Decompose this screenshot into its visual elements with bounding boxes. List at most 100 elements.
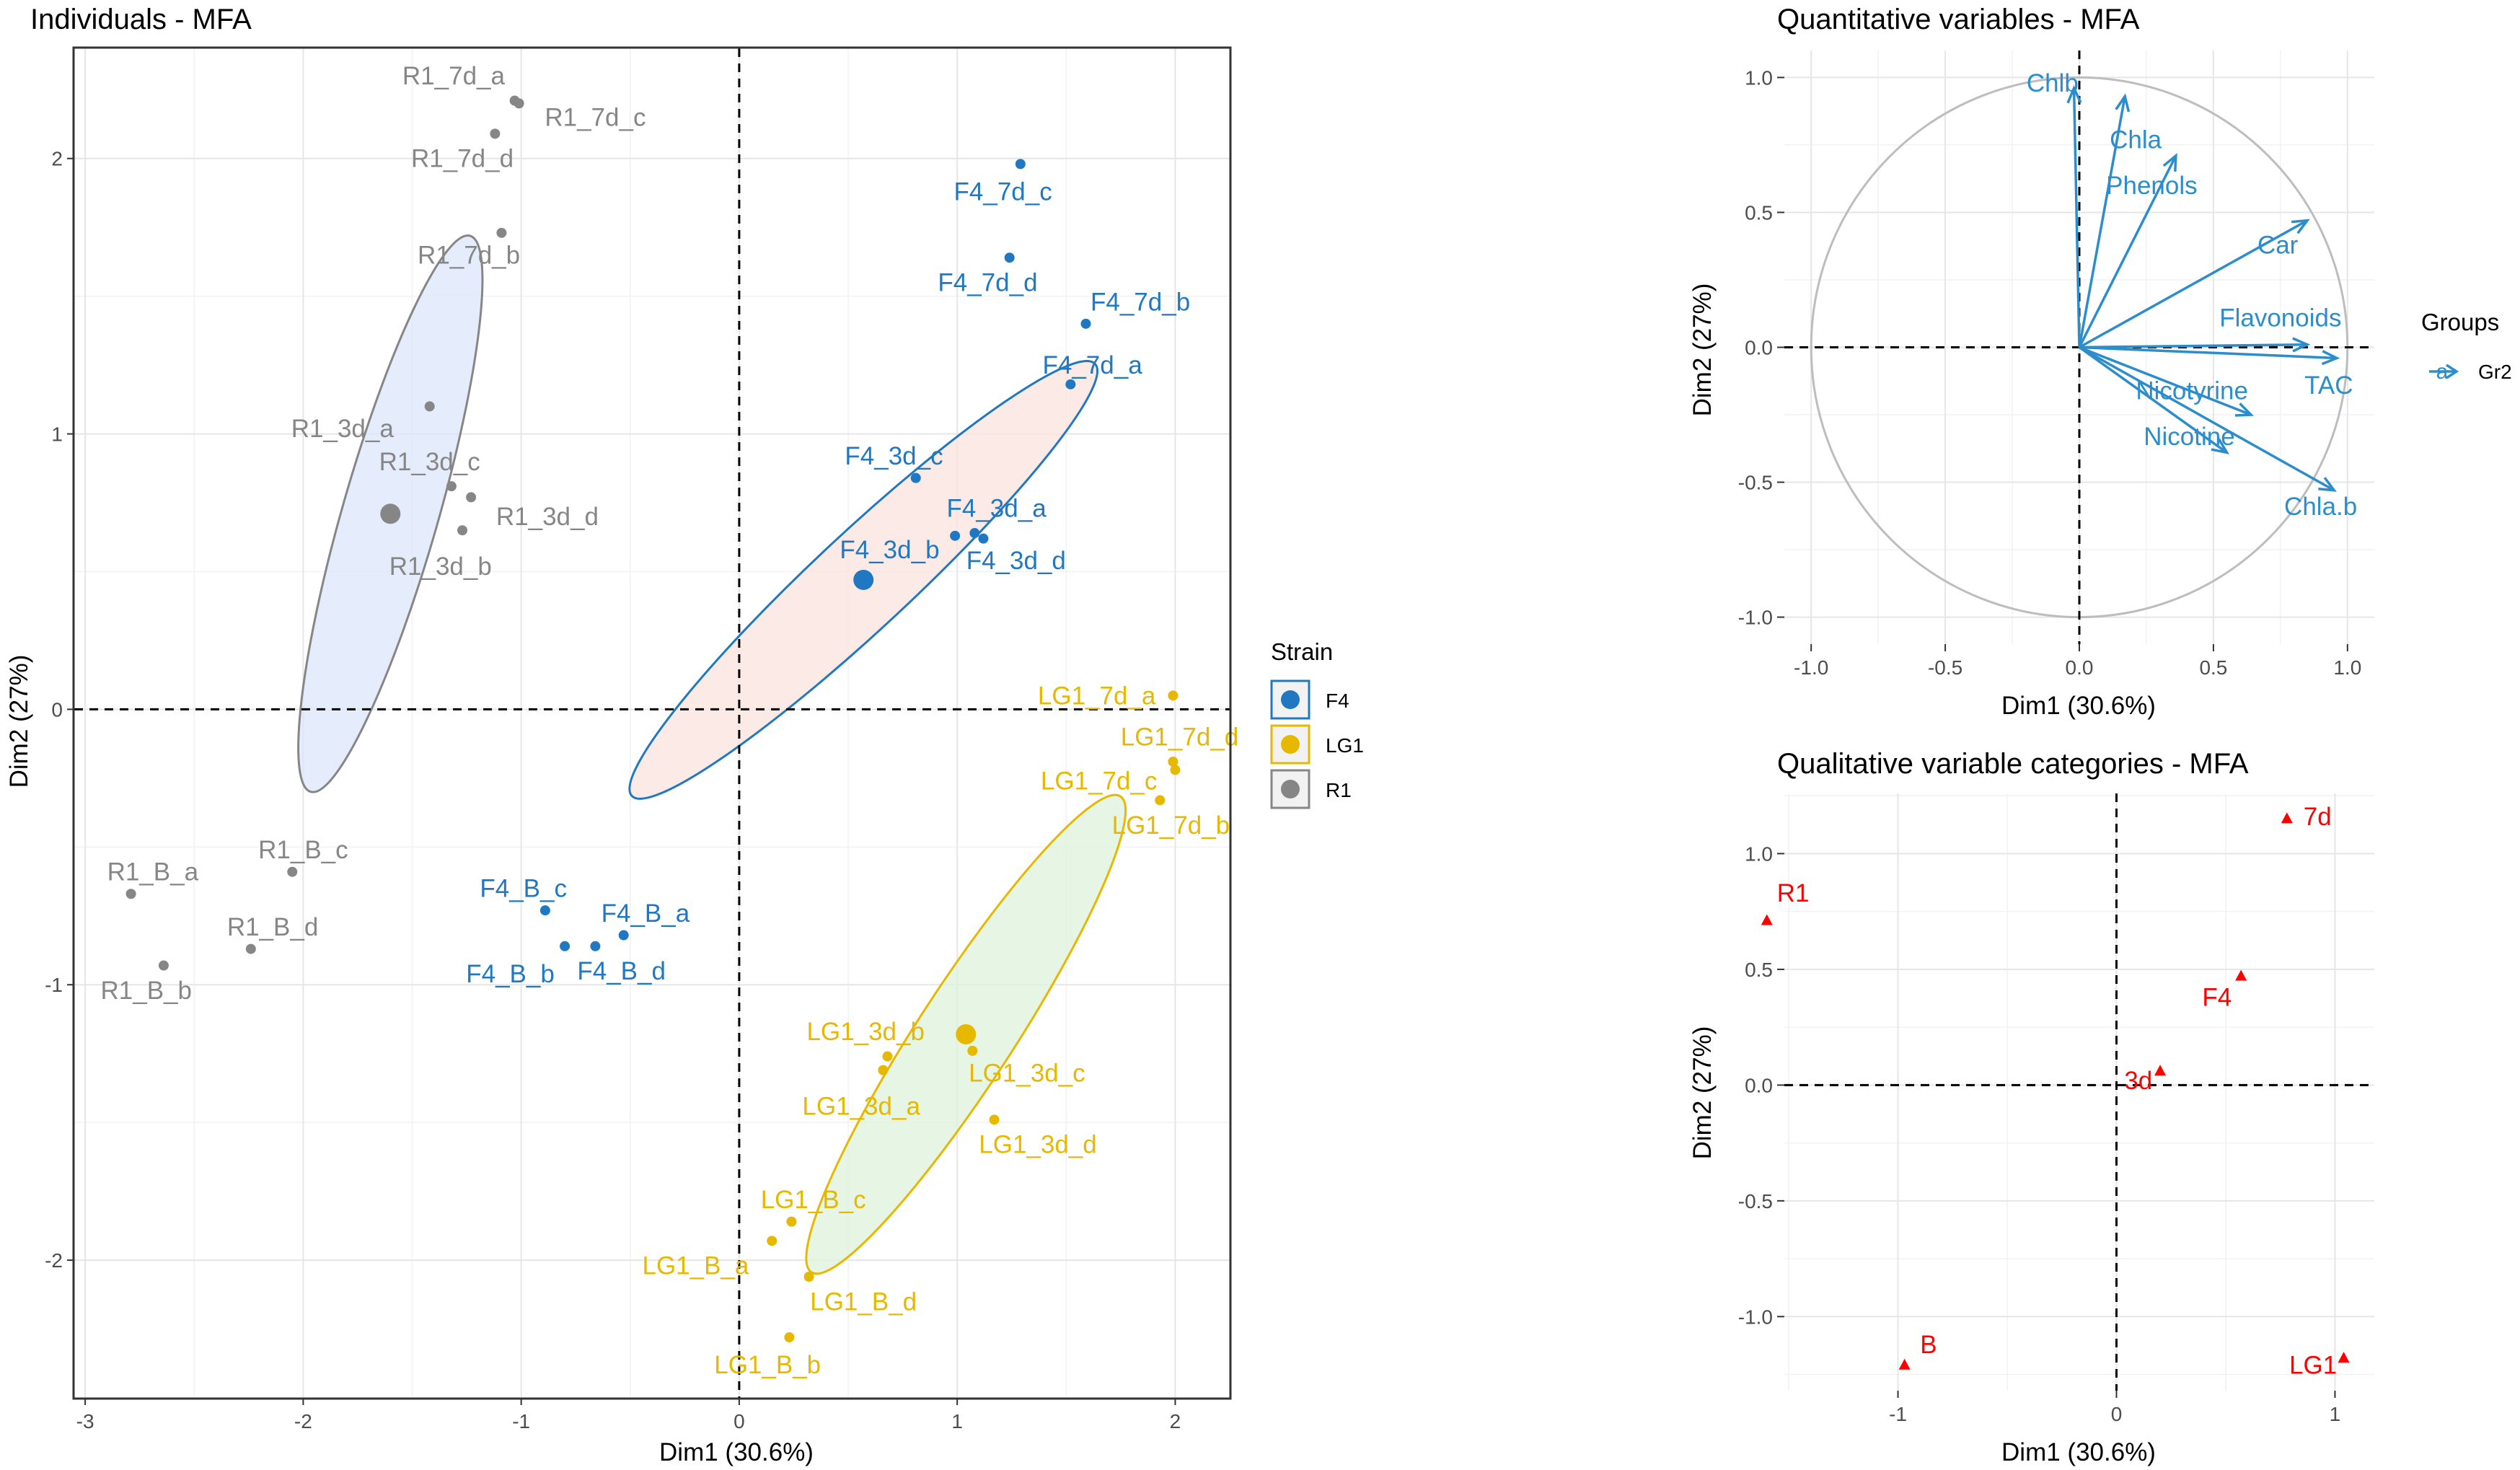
- label-f4-b-c: F4_B_c: [480, 875, 567, 903]
- quantitative-ylabel: Dim2 (27%): [1688, 283, 1717, 417]
- legend-dot-r1: [1281, 780, 1300, 798]
- point-lg1-3d-b: [882, 1051, 893, 1062]
- strain-legend-title: Strain: [1271, 638, 1333, 665]
- arrow-nicotyrine: [2079, 346, 2252, 416]
- label-f4-b-b: F4_B_b: [466, 960, 555, 988]
- category-point-r1: [1761, 914, 1773, 925]
- legend-symbol-gr2: a: [2436, 360, 2449, 384]
- label-lg1-3d-a: LG1_3d_a: [802, 1092, 920, 1120]
- label-r1-b-b: R1_B_b: [101, 977, 192, 1005]
- category-label-f4: F4: [2202, 983, 2232, 1011]
- point-r1-7d-d: [490, 128, 501, 139]
- y-tick-label: 1: [51, 423, 63, 446]
- label-nicotine: Nicotine: [2144, 423, 2234, 451]
- x-tick-label: 0.0: [2066, 656, 2094, 679]
- variable-labels: Chlb Chla Phenols Car Flavonoids TAC Nicotyrin…: [2027, 69, 2357, 521]
- qualitative-title: Qualitative variable categories - MFA: [1777, 748, 2249, 780]
- point-f4-3d-d: [978, 533, 989, 544]
- point-r1-b-d: [245, 943, 256, 954]
- point-lg1-7d-c: [1170, 765, 1181, 775]
- point-f4-7d-a: [1065, 379, 1076, 389]
- label-f4-3d-c: F4_3d_c: [845, 442, 943, 470]
- label-lg1-7d-c: LG1_7d_c: [1041, 767, 1158, 796]
- label-chlb: Chlb: [2027, 69, 2079, 97]
- category-labels: 7d R1 F4 3d B LG1: [1777, 803, 2338, 1380]
- y-tick-label: -1: [45, 974, 63, 996]
- x-tick-label: 2: [1170, 1410, 1181, 1432]
- x-tick-label: -1.0: [1794, 656, 1828, 679]
- individuals-panel-border: [72, 46, 1232, 1400]
- y-tick-label: 0.0: [1745, 1074, 1773, 1096]
- arrow-nicotine-head: [2211, 438, 2229, 454]
- point-lg1-3d-a: [878, 1065, 889, 1075]
- y-tick-label: -0.5: [1738, 472, 1773, 494]
- individual-points: [125, 95, 1181, 1342]
- legend-dot-f4: [1281, 690, 1300, 709]
- y-tick-label: -0.5: [1738, 1190, 1773, 1212]
- point-f4-7d-d: [1004, 252, 1015, 263]
- x-tick-label: -0.5: [1928, 656, 1962, 679]
- individuals-title: Individuals - MFA: [30, 4, 252, 35]
- label-lg1-3d-d: LG1_3d_d: [979, 1131, 1096, 1159]
- point-lg1-b-d: [803, 1271, 814, 1282]
- centroid-r1: [380, 503, 401, 524]
- label-lg1-7d-b: LG1_7d_b: [1112, 811, 1230, 840]
- label-f4-7d-c: F4_7d_c: [954, 178, 1052, 206]
- label-lg1-3d-c: LG1_3d_c: [969, 1059, 1085, 1087]
- category-label-b: B: [1920, 1331, 1937, 1359]
- category-label-lg1: LG1: [2289, 1352, 2337, 1380]
- arrow-chla-b-head: [2318, 477, 2337, 492]
- point-r1-3d-d: [466, 492, 477, 503]
- y-tick-label: 0.5: [1745, 959, 1773, 981]
- label-r1-b-c: R1_B_c: [258, 836, 348, 864]
- category-point-lg1: [2338, 1352, 2350, 1363]
- label-r1-7d-c: R1_7d_c: [545, 103, 646, 131]
- point-f4-3d-b: [950, 530, 961, 541]
- label-chla-b: Chla.b: [2284, 493, 2357, 521]
- individuals-reference-lines: [74, 48, 1230, 1398]
- individual-labels: R1_7d_a R1_7d_c R1_7d_d R1_7d_b R1_3d_a R1_3d…: [101, 62, 1239, 1379]
- legend-label-gr2: Gr2: [2478, 361, 2512, 383]
- category-points: [1761, 812, 2350, 1370]
- arrow-tac-head: [2321, 350, 2340, 366]
- label-f4-b-d: F4_B_d: [577, 957, 666, 985]
- x-tick-label: 1: [951, 1410, 963, 1432]
- y-tick-label: 0: [51, 698, 63, 721]
- arrow-chlb: [2072, 88, 2081, 348]
- x-tick-label: -3: [76, 1410, 94, 1432]
- point-lg1-7d-b: [1155, 795, 1166, 806]
- point-r1-3d-a: [424, 401, 435, 412]
- y-tick-label: -1.0: [1738, 1306, 1773, 1328]
- category-label-3d: 3d: [2124, 1067, 2152, 1095]
- category-label-r1: R1: [1777, 879, 1810, 907]
- strain-legend: Strain F4 LG1 R1: [1270, 638, 1364, 809]
- legend-label-f4: F4: [1326, 690, 1349, 712]
- y-tick-label: 2: [51, 148, 63, 170]
- category-point-7d: [2281, 812, 2293, 824]
- x-tick-label: -1: [512, 1410, 530, 1432]
- arrow-phenols-head: [2162, 153, 2177, 172]
- label-lg1-7d-a: LG1_7d_a: [1038, 682, 1156, 710]
- legend-arrow-gr2-head: [2446, 364, 2459, 379]
- groups-legend: Groups a Gr2: [2421, 309, 2512, 384]
- arrow-nicotine: [2078, 346, 2228, 454]
- quantitative-ticks: -1.0 -0.5 0.0 0.5 1.0 -1.0 -0.5 0.0 0.5 1.0: [1738, 66, 2362, 679]
- point-f4-7d-b: [1080, 318, 1091, 329]
- label-r1-b-d: R1_B_d: [227, 913, 318, 941]
- point-f4-b-d: [590, 941, 601, 951]
- y-tick-label: 0.0: [1745, 337, 1773, 359]
- arrow-chlb-head: [2066, 85, 2082, 104]
- point-f4-b-a: [618, 930, 629, 941]
- label-r1-b-a: R1_B_a: [107, 858, 199, 886]
- x-tick-label: 0.5: [2199, 656, 2227, 679]
- arrow-chla-head: [2115, 93, 2131, 113]
- quantitative-title: Quantitative variables - MFA: [1777, 4, 2140, 35]
- legend-label-lg1: LG1: [1326, 734, 1364, 757]
- label-f4-7d-b: F4_7d_b: [1091, 288, 1190, 316]
- label-f4-b-a: F4_B_a: [602, 899, 690, 928]
- label-chla: Chla: [2110, 126, 2162, 154]
- point-r1-3d-c: [446, 481, 457, 492]
- centroid-lg1: [956, 1024, 977, 1044]
- point-r1-7d-b: [496, 227, 507, 238]
- label-nicotyrine: Nicotyrine: [2136, 377, 2248, 405]
